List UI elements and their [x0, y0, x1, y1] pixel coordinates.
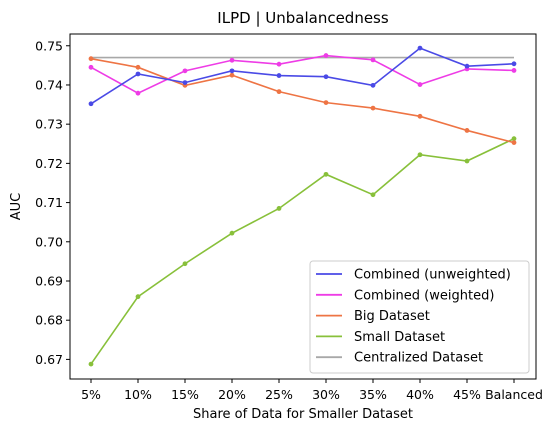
- legend-label: Combined (unweighted): [354, 268, 511, 283]
- data-point: [276, 206, 282, 211]
- data-point: [511, 140, 517, 145]
- y-axis: 0.67 0.68 0.69 0.70 0.71 0.72 0.73 0.74 0.75: [35, 38, 70, 367]
- data-point: [417, 82, 423, 87]
- y-tick-label: 0.74: [35, 77, 63, 92]
- legend-label: Small Dataset: [354, 330, 445, 345]
- data-point: [182, 80, 188, 86]
- data-point: [135, 294, 141, 300]
- y-tick-label: 0.67: [35, 352, 63, 367]
- data-point: [88, 361, 94, 367]
- data-point: [135, 90, 141, 96]
- data-point: [276, 89, 282, 95]
- data-point: [370, 192, 376, 198]
- series-line: [90, 47, 515, 105]
- data-point: [417, 152, 423, 158]
- y-tick-label: 0.73: [35, 117, 63, 132]
- x-tick-label: 30%: [312, 387, 340, 402]
- legend-box: [309, 260, 530, 374]
- y-tick-label: 0.71: [35, 195, 63, 210]
- data-point: [229, 57, 235, 63]
- data-point: [464, 63, 470, 69]
- x-tick-label: 10%: [124, 387, 152, 402]
- series-line: [90, 137, 515, 365]
- x-tick-label: 5%: [81, 387, 101, 402]
- data-point: [511, 68, 517, 73]
- data-point: [88, 101, 94, 107]
- legend: Combined (unweighted) Combined (weighted)…: [309, 260, 530, 374]
- series-small-dataset: [88, 136, 517, 367]
- series-line: [90, 54, 515, 95]
- series-combined-weighted: [88, 53, 517, 96]
- legend-item: Centralized Dataset: [316, 351, 483, 366]
- data-point: [417, 45, 423, 51]
- data-point: [370, 105, 376, 111]
- data-point: [323, 100, 329, 106]
- x-tick-label: 20%: [218, 387, 246, 402]
- data-point: [323, 74, 329, 80]
- legend-item: Small Dataset: [316, 330, 445, 345]
- x-axis: 5% 10% 15% 20% 25% 30% 35% 40% 45% Balanced: [81, 379, 543, 402]
- legend-label: Centralized Dataset: [354, 351, 483, 366]
- legend-item: Combined (weighted): [316, 288, 494, 303]
- data-point: [135, 71, 141, 77]
- data-point: [511, 61, 517, 67]
- plot-area: [88, 45, 517, 367]
- y-tick-label: 0.69: [35, 273, 63, 288]
- x-tick-label: Balanced: [485, 387, 543, 402]
- data-point: [511, 136, 517, 142]
- legend-item: Big Dataset: [316, 309, 430, 324]
- data-point: [276, 73, 282, 78]
- data-point: [88, 64, 94, 70]
- data-point: [464, 128, 470, 133]
- plot-frame: [69, 33, 537, 380]
- series-line: [90, 57, 515, 144]
- x-tick-label: 40%: [406, 387, 434, 402]
- x-tick-label: 35%: [359, 387, 387, 402]
- legend-label: Combined (weighted): [354, 288, 494, 303]
- data-point: [88, 56, 94, 62]
- legend-label: Big Dataset: [354, 309, 430, 324]
- data-point: [464, 158, 470, 164]
- series-combined-unweighted: [88, 45, 517, 107]
- data-point: [417, 113, 423, 119]
- x-axis-title: Share of Data for Smaller Dataset: [193, 407, 413, 422]
- data-point: [276, 61, 282, 67]
- data-point: [370, 82, 376, 88]
- chart-title: ILPD | Unbalancedness: [217, 9, 389, 27]
- y-tick-label: 0.68: [35, 313, 63, 328]
- y-tick-label: 0.75: [35, 38, 63, 53]
- x-tick-label: 15%: [171, 387, 199, 402]
- x-tick-label: 25%: [265, 387, 293, 402]
- series-big-dataset: [88, 56, 517, 145]
- data-point: [135, 64, 141, 70]
- y-tick-label: 0.72: [35, 156, 63, 171]
- data-point: [323, 53, 329, 58]
- data-point: [182, 68, 188, 74]
- data-point: [370, 57, 376, 63]
- data-point: [229, 72, 235, 78]
- legend-item: Combined (unweighted): [316, 268, 511, 283]
- y-axis-title: AUC: [9, 193, 24, 221]
- y-tick-label: 0.70: [35, 234, 63, 249]
- data-point: [323, 171, 329, 177]
- data-point: [229, 230, 235, 236]
- x-tick-label: 45%: [453, 387, 481, 402]
- data-point: [182, 261, 188, 267]
- data-point: [229, 68, 235, 74]
